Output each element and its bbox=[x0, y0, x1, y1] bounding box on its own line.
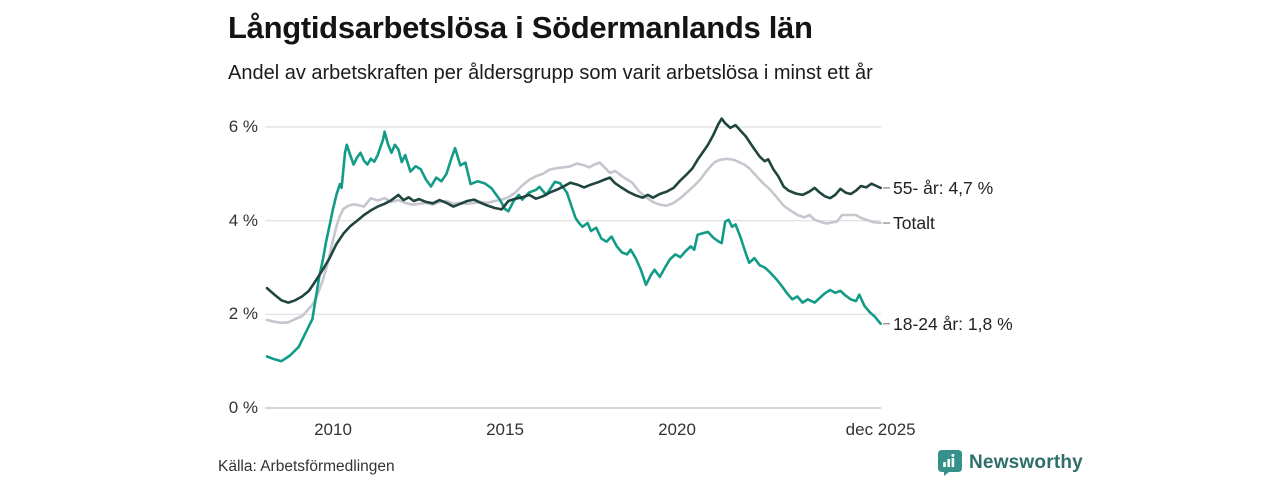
newsworthy-icon bbox=[938, 450, 962, 476]
y-tick-label: 6 % bbox=[228, 117, 258, 136]
page-title: Långtidsarbetslösa i Södermanlands län bbox=[228, 10, 813, 45]
x-tick-label: dec 2025 bbox=[845, 420, 916, 439]
brand-name: Newsworthy bbox=[969, 452, 1083, 473]
x-tick-label: 2015 bbox=[486, 420, 524, 439]
series-line-Totalt bbox=[265, 157, 882, 325]
y-tick-label: 0 % bbox=[228, 398, 258, 417]
source-note: Källa: Arbetsförmedlingen bbox=[218, 458, 395, 475]
chart-subtitle: Andel av arbetskraften per åldersgrupp s… bbox=[228, 62, 873, 84]
series-label-1: Totalt bbox=[893, 213, 935, 233]
series-label-0: 55- år: 4,7 % bbox=[893, 177, 994, 198]
y-tick-label: 4 % bbox=[228, 210, 258, 230]
series-line-18-24 år bbox=[265, 130, 882, 363]
brand-logo: Newsworthy bbox=[938, 450, 1083, 476]
x-tick-label: 2010 bbox=[314, 420, 352, 439]
y-tick-label: 2 % bbox=[228, 304, 258, 324]
series-line-55- år bbox=[265, 117, 882, 304]
series-label-2: 18-24 år: 1,8 % bbox=[893, 313, 1013, 334]
x-tick-label: 2020 bbox=[658, 420, 696, 439]
